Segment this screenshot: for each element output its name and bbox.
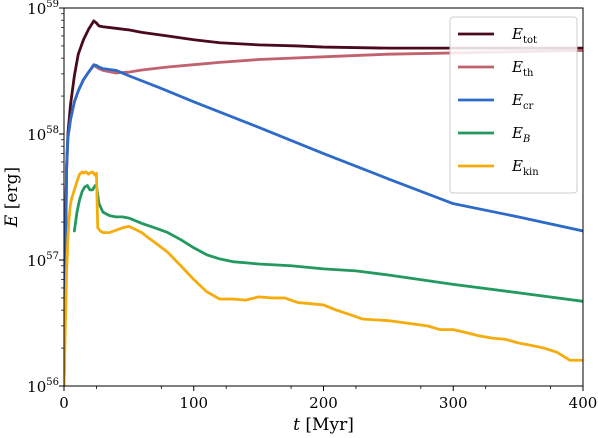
x-tick-label: 0: [59, 394, 69, 412]
y-tick-label: 1059: [27, 0, 59, 18]
x-tick-label: 300: [439, 394, 468, 412]
x-axis-label: t [Myr]: [293, 415, 354, 435]
series-line-B: [72, 184, 583, 303]
y-tick-label: 1056: [27, 377, 59, 396]
x-tick-label: 100: [179, 394, 208, 412]
legend-entry-kin: Ekin: [511, 157, 539, 178]
x-tick-label: 400: [569, 394, 598, 412]
legend-entry-cr: Ecr: [511, 91, 534, 112]
legend: Etot Eth Ecr EB Ekin: [449, 16, 578, 194]
x-tick-label: 200: [309, 394, 338, 412]
series-line-tot: [64, 19, 583, 386]
series-line-cr: [64, 63, 583, 386]
y-tick-label: 1058: [27, 125, 59, 144]
series-line-kin: [64, 170, 583, 386]
ticks-layer: 0 100 200 300 400 1056 1057 1058 1059: [27, 0, 597, 412]
legend-entry-th: Eth: [511, 58, 534, 79]
y-tick-label: 1057: [27, 251, 59, 270]
legend-box: [449, 16, 578, 194]
legend-entry-tot: Etot: [511, 25, 537, 46]
y-axis-label: E [erg]: [2, 167, 22, 228]
legend-entry-B: EB: [511, 124, 530, 145]
series-layer: [64, 19, 583, 386]
